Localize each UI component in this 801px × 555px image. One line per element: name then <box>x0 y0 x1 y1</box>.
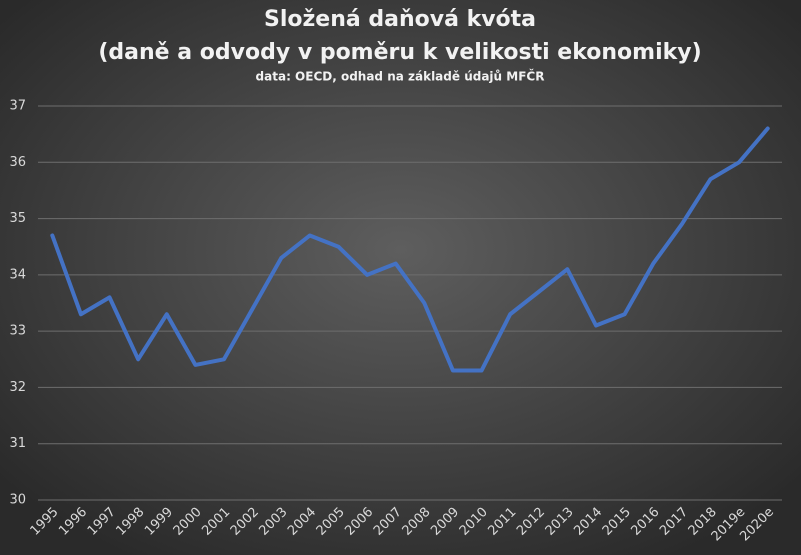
y-tick-label: 32 <box>9 380 26 395</box>
y-tick-label: 34 <box>9 267 26 282</box>
line <box>50 126 770 373</box>
chart-subtitle: (daně a odvody v poměru k velikosti ekon… <box>98 40 701 65</box>
y-tick-label: 35 <box>9 211 26 226</box>
y-tick-label: 37 <box>9 99 26 114</box>
y-tick-label: 31 <box>9 436 26 451</box>
chart-title: Složená daňová kvóta <box>264 7 536 32</box>
y-tick-label: 33 <box>9 324 26 339</box>
y-tick-label: 36 <box>9 155 26 170</box>
chart-note: data: OECD, odhad na základě údajů MFČR <box>256 69 545 84</box>
y-tick-label: 30 <box>9 493 26 508</box>
